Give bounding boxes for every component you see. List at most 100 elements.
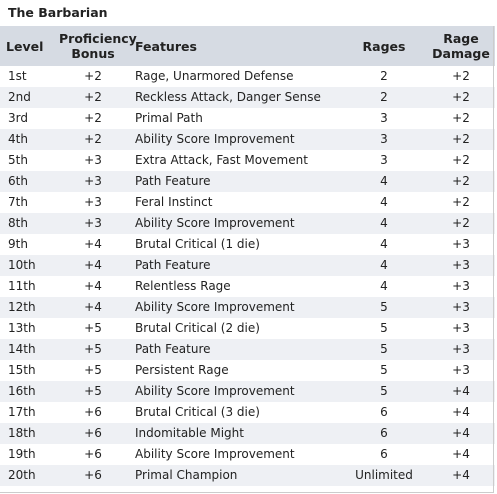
- table-row: 6th +3 Path Feature 4 +2: [0, 171, 495, 192]
- cell-level: 10th: [8, 258, 36, 272]
- cell-rages: 6: [380, 405, 388, 419]
- cell-features: Path Feature: [135, 342, 211, 356]
- table-row: 5th +3 Extra Attack, Fast Movement 3 +2: [0, 150, 495, 171]
- cell-level: 4th: [8, 132, 28, 146]
- cell-rage-damage: +3: [452, 300, 470, 314]
- cell-proficiency-bonus: +3: [84, 195, 102, 209]
- cell-proficiency-bonus: +5: [84, 363, 102, 377]
- cell-rages: 4: [380, 279, 388, 293]
- cell-rages: 6: [380, 426, 388, 440]
- cell-proficiency-bonus: +4: [84, 300, 102, 314]
- table-title: The Barbarian: [8, 5, 108, 20]
- cell-level: 1st: [8, 69, 27, 83]
- table-header-row: Level Proficiency Bonus Features Rages R…: [0, 26, 495, 66]
- cell-features: Reckless Attack, Danger Sense: [135, 90, 321, 104]
- table-row: 17th +6 Brutal Critical (3 die) 6 +4: [0, 402, 495, 423]
- cell-rages: 3: [380, 111, 388, 125]
- table-row: 11th +4 Relentless Rage 4 +3: [0, 276, 495, 297]
- cell-features: Ability Score Improvement: [135, 216, 295, 230]
- cell-features: Brutal Critical (2 die): [135, 321, 260, 335]
- table-row: 19th +6 Ability Score Improvement 6 +4: [0, 444, 495, 465]
- cell-features: Extra Attack, Fast Movement: [135, 153, 308, 167]
- table-row: 18th +6 Indomitable Might 6 +4: [0, 423, 495, 444]
- cell-features: Persistent Rage: [135, 363, 229, 377]
- cell-level: 20th: [8, 468, 36, 482]
- cell-proficiency-bonus: +2: [84, 69, 102, 83]
- cell-rages: 5: [380, 321, 388, 335]
- cell-features: Path Feature: [135, 174, 211, 188]
- cell-rage-damage: +2: [452, 216, 470, 230]
- header-rage-damage: Rage Damage: [432, 31, 490, 61]
- cell-rages: 5: [380, 363, 388, 377]
- table-row: 16th +5 Ability Score Improvement 5 +4: [0, 381, 495, 402]
- header-proficiency-bonus: Proficiency Bonus: [59, 31, 137, 61]
- cell-proficiency-bonus: +4: [84, 279, 102, 293]
- table-row: 15th +5 Persistent Rage 5 +3: [0, 360, 495, 381]
- cell-proficiency-bonus: +3: [84, 174, 102, 188]
- cell-level: 11th: [8, 279, 36, 293]
- table-row: 10th +4 Path Feature 4 +3: [0, 255, 495, 276]
- cell-rage-damage: +2: [452, 90, 470, 104]
- cell-rage-damage: +4: [452, 405, 470, 419]
- cell-level: 16th: [8, 384, 36, 398]
- cell-rage-damage: +3: [452, 342, 470, 356]
- table-row: 20th +6 Primal Champion Unlimited +4: [0, 465, 495, 486]
- table-row: 2nd +2 Reckless Attack, Danger Sense 2 +2: [0, 87, 495, 108]
- cell-rage-damage: +4: [452, 384, 470, 398]
- cell-proficiency-bonus: +6: [84, 447, 102, 461]
- cell-features: Ability Score Improvement: [135, 384, 295, 398]
- cell-proficiency-bonus: +3: [84, 216, 102, 230]
- cell-rages: 4: [380, 216, 388, 230]
- header-rages: Rages: [362, 38, 406, 54]
- cell-rage-damage: +3: [452, 279, 470, 293]
- cell-features: Ability Score Improvement: [135, 132, 295, 146]
- table-body: 1st +2 Rage, Unarmored Defense 2 +2 2nd +2 Reck…: [0, 66, 495, 486]
- cell-rage-damage: +3: [452, 237, 470, 251]
- class-progression-table: Level Proficiency Bonus Features Rages R…: [0, 26, 495, 486]
- cell-level: 12th: [8, 300, 36, 314]
- cell-rage-damage: +4: [452, 426, 470, 440]
- table-row: 3rd +2 Primal Path 3 +2: [0, 108, 495, 129]
- header-level: Level: [6, 38, 44, 54]
- cell-rage-damage: +2: [452, 111, 470, 125]
- cell-rages: 4: [380, 195, 388, 209]
- cell-level: 2nd: [8, 90, 31, 104]
- table-row: 7th +3 Feral Instinct 4 +2: [0, 192, 495, 213]
- cell-proficiency-bonus: +4: [84, 237, 102, 251]
- cell-features: Primal Champion: [135, 468, 238, 482]
- cell-proficiency-bonus: +4: [84, 258, 102, 272]
- table-row: 14th +5 Path Feature 5 +3: [0, 339, 495, 360]
- cell-features: Primal Path: [135, 111, 203, 125]
- cell-rage-damage: +3: [452, 258, 470, 272]
- cell-level: 18th: [8, 426, 36, 440]
- table-row: 9th +4 Brutal Critical (1 die) 4 +3: [0, 234, 495, 255]
- cell-features: Rage, Unarmored Defense: [135, 69, 294, 83]
- cell-proficiency-bonus: +6: [84, 468, 102, 482]
- cell-features: Ability Score Improvement: [135, 447, 295, 461]
- cell-level: 5th: [8, 153, 28, 167]
- cell-level: 8th: [8, 216, 28, 230]
- cell-proficiency-bonus: +2: [84, 90, 102, 104]
- cell-rages: 4: [380, 174, 388, 188]
- cell-rage-damage: +2: [452, 195, 470, 209]
- table-row: 8th +3 Ability Score Improvement 4 +2: [0, 213, 495, 234]
- cell-rages: 2: [380, 90, 388, 104]
- cell-rage-damage: +4: [452, 447, 470, 461]
- cell-features: Indomitable Might: [135, 426, 244, 440]
- cell-level: 9th: [8, 237, 28, 251]
- cell-level: 3rd: [8, 111, 28, 125]
- cell-proficiency-bonus: +3: [84, 153, 102, 167]
- cell-features: Brutal Critical (1 die): [135, 237, 260, 251]
- cell-rage-damage: +3: [452, 363, 470, 377]
- table-row: 12th +4 Ability Score Improvement 5 +3: [0, 297, 495, 318]
- table-row: 1st +2 Rage, Unarmored Defense 2 +2: [0, 66, 495, 87]
- cell-proficiency-bonus: +2: [84, 111, 102, 125]
- cell-rages: 5: [380, 384, 388, 398]
- cell-level: 14th: [8, 342, 36, 356]
- cell-features: Relentless Rage: [135, 279, 231, 293]
- cell-proficiency-bonus: +5: [84, 342, 102, 356]
- cell-level: 15th: [8, 363, 36, 377]
- cell-rages: 6: [380, 447, 388, 461]
- cell-rages: 4: [380, 258, 388, 272]
